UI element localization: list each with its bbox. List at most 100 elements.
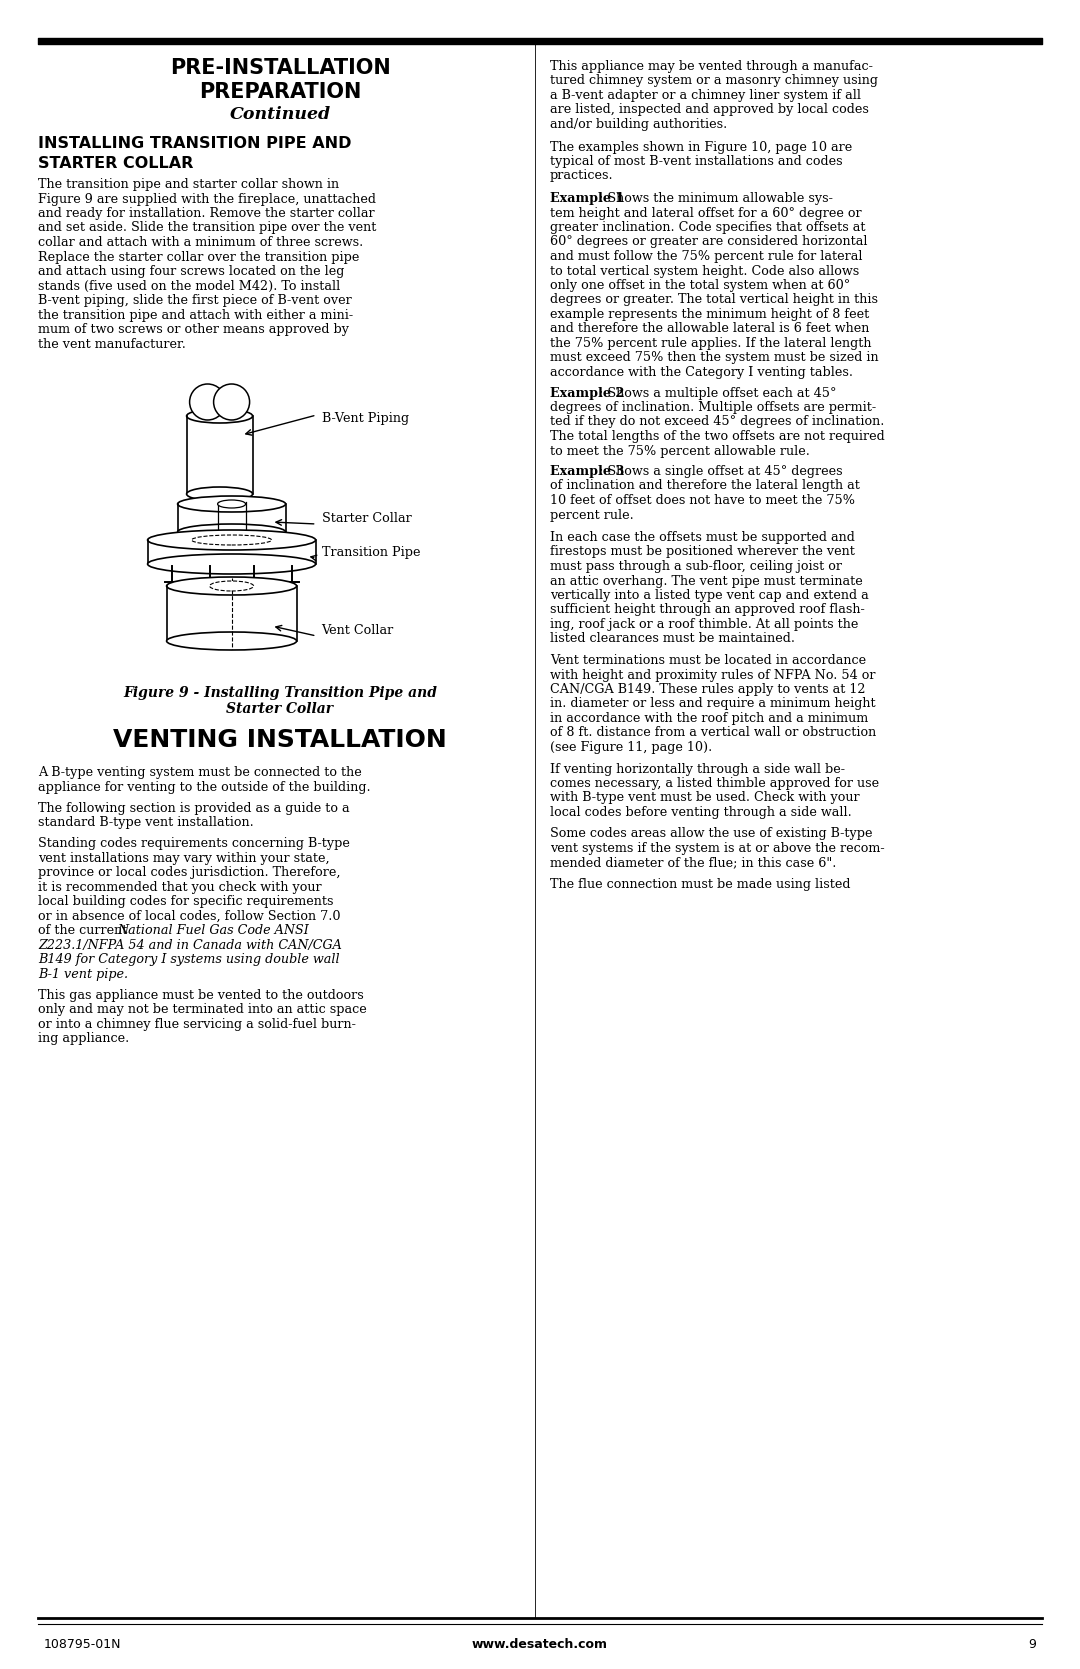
Text: mended diameter of the flue; in this case 6".: mended diameter of the flue; in this cas… bbox=[550, 856, 836, 870]
Ellipse shape bbox=[191, 536, 271, 546]
Ellipse shape bbox=[166, 633, 297, 649]
Text: ing appliance.: ing appliance. bbox=[38, 1031, 130, 1045]
Text: The examples shown in Figure 10, page 10 are: The examples shown in Figure 10, page 10… bbox=[550, 140, 852, 154]
Text: with B-type vent must be used. Check with your: with B-type vent must be used. Check wit… bbox=[550, 791, 860, 804]
Text: Starter Collar: Starter Collar bbox=[227, 703, 334, 716]
Text: it is recommended that you check with your: it is recommended that you check with yo… bbox=[38, 881, 322, 893]
Text: the transition pipe and attach with either a mini-: the transition pipe and attach with eith… bbox=[38, 309, 353, 322]
Text: In each case the offsets must be supported and: In each case the offsets must be support… bbox=[550, 531, 855, 544]
Text: in. diameter or less and require a minimum height: in. diameter or less and require a minim… bbox=[550, 698, 876, 711]
Text: local building codes for specific requirements: local building codes for specific requir… bbox=[38, 895, 334, 908]
Text: with height and proximity rules of NFPA No. 54 or: with height and proximity rules of NFPA … bbox=[550, 669, 876, 681]
Text: in accordance with the roof pitch and a minimum: in accordance with the roof pitch and a … bbox=[550, 713, 868, 724]
Text: sufficient height through an approved roof flash-: sufficient height through an approved ro… bbox=[550, 604, 865, 616]
Text: This gas appliance must be vented to the outdoors: This gas appliance must be vented to the… bbox=[38, 988, 364, 1001]
Text: : Shows a single offset at 45° degrees: : Shows a single offset at 45° degrees bbox=[598, 466, 842, 477]
Text: degrees or greater. The total vertical height in this: degrees or greater. The total vertical h… bbox=[550, 294, 878, 307]
Text: appliance for venting to the outside of the building.: appliance for venting to the outside of … bbox=[38, 781, 370, 793]
Text: This appliance may be vented through a manufac-: This appliance may be vented through a m… bbox=[550, 60, 873, 73]
Text: B149 for Category I systems using double wall: B149 for Category I systems using double… bbox=[38, 953, 339, 966]
Text: and therefore the allowable lateral is 6 feet when: and therefore the allowable lateral is 6… bbox=[550, 322, 869, 335]
Circle shape bbox=[214, 384, 249, 421]
Text: Replace the starter collar over the transition pipe: Replace the starter collar over the tran… bbox=[38, 250, 360, 264]
Ellipse shape bbox=[177, 524, 285, 541]
Text: comes necessary, a listed thimble approved for use: comes necessary, a listed thimble approv… bbox=[550, 778, 879, 789]
Text: vent installations may vary within your state,: vent installations may vary within your … bbox=[38, 851, 329, 865]
Text: only and may not be terminated into an attic space: only and may not be terminated into an a… bbox=[38, 1003, 367, 1016]
Text: must pass through a sub-floor, ceiling joist or: must pass through a sub-floor, ceiling j… bbox=[550, 561, 842, 572]
Text: Example 3: Example 3 bbox=[550, 466, 624, 477]
Text: 60° degrees or greater are considered horizontal: 60° degrees or greater are considered ho… bbox=[550, 235, 867, 249]
Ellipse shape bbox=[148, 554, 315, 574]
Text: Starter Collar: Starter Collar bbox=[322, 512, 411, 526]
Text: percent rule.: percent rule. bbox=[550, 509, 634, 521]
Ellipse shape bbox=[148, 531, 315, 551]
Text: typical of most B-vent installations and codes: typical of most B-vent installations and… bbox=[550, 155, 842, 169]
Text: local codes before venting through a side wall.: local codes before venting through a sid… bbox=[550, 806, 852, 819]
Text: to meet the 75% percent allowable rule.: to meet the 75% percent allowable rule. bbox=[550, 444, 810, 457]
Text: a B-vent adapter or a chimney liner system if all: a B-vent adapter or a chimney liner syst… bbox=[550, 88, 861, 102]
Text: B-vent piping, slide the first piece of B-vent over: B-vent piping, slide the first piece of … bbox=[38, 294, 352, 307]
Text: of inclination and therefore the lateral length at: of inclination and therefore the lateral… bbox=[550, 479, 860, 492]
Text: of the current: of the current bbox=[38, 925, 132, 936]
Text: PREPARATION: PREPARATION bbox=[199, 82, 361, 102]
Text: mum of two screws or other means approved by: mum of two screws or other means approve… bbox=[38, 324, 349, 335]
Text: tured chimney system or a masonry chimney using: tured chimney system or a masonry chimne… bbox=[550, 75, 878, 87]
Text: collar and attach with a minimum of three screws.: collar and attach with a minimum of thre… bbox=[38, 235, 363, 249]
Text: If venting horizontally through a side wall be-: If venting horizontally through a side w… bbox=[550, 763, 845, 776]
Text: The total lengths of the two offsets are not required: The total lengths of the two offsets are… bbox=[550, 431, 885, 442]
Text: CAN/CGA B149. These rules apply to vents at 12: CAN/CGA B149. These rules apply to vents… bbox=[550, 683, 865, 696]
Text: are listed, inspected and approved by local codes: are listed, inspected and approved by lo… bbox=[550, 103, 869, 117]
Text: and/or building authorities.: and/or building authorities. bbox=[550, 118, 727, 130]
Text: an attic overhang. The vent pipe must terminate: an attic overhang. The vent pipe must te… bbox=[550, 574, 863, 587]
Ellipse shape bbox=[217, 501, 245, 507]
Text: only one offset in the total system when at 60°: only one offset in the total system when… bbox=[550, 279, 850, 292]
Text: the 75% percent rule applies. If the lateral length: the 75% percent rule applies. If the lat… bbox=[550, 337, 872, 350]
Ellipse shape bbox=[210, 581, 254, 591]
Text: B-Vent Piping: B-Vent Piping bbox=[322, 412, 408, 426]
Ellipse shape bbox=[166, 577, 297, 596]
Text: ted if they do not exceed 45° degrees of inclination.: ted if they do not exceed 45° degrees of… bbox=[550, 416, 885, 429]
Text: Figure 9 are supplied with the fireplace, unattached: Figure 9 are supplied with the fireplace… bbox=[38, 192, 376, 205]
Text: province or local codes jurisdiction. Therefore,: province or local codes jurisdiction. Th… bbox=[38, 866, 340, 880]
Text: must exceed 75% then the system must be sized in: must exceed 75% then the system must be … bbox=[550, 352, 879, 364]
Text: Vent Collar: Vent Collar bbox=[322, 624, 394, 638]
Text: and attach using four screws located on the leg: and attach using four screws located on … bbox=[38, 265, 345, 279]
Text: Z223.1/NFPA 54 and in Canada with CAN/CGA: Z223.1/NFPA 54 and in Canada with CAN/CG… bbox=[38, 938, 342, 951]
Text: 10 feet of offset does not have to meet the 75%: 10 feet of offset does not have to meet … bbox=[550, 494, 855, 507]
Text: Transition Pipe: Transition Pipe bbox=[322, 546, 420, 559]
Text: : Shows the minimum allowable sys-: : Shows the minimum allowable sys- bbox=[598, 192, 833, 205]
Text: and set aside. Slide the transition pipe over the vent: and set aside. Slide the transition pipe… bbox=[38, 222, 376, 235]
Text: Figure 9 - Installing Transition Pipe and: Figure 9 - Installing Transition Pipe an… bbox=[123, 686, 437, 699]
Text: firestops must be positioned wherever the vent: firestops must be positioned wherever th… bbox=[550, 546, 855, 559]
Text: (see Figure 11, page 10).: (see Figure 11, page 10). bbox=[550, 741, 712, 754]
Text: listed clearances must be maintained.: listed clearances must be maintained. bbox=[550, 633, 795, 646]
Text: INSTALLING TRANSITION PIPE AND: INSTALLING TRANSITION PIPE AND bbox=[38, 135, 351, 150]
Text: 9: 9 bbox=[1028, 1637, 1036, 1651]
Text: Some codes areas allow the use of existing B-type: Some codes areas allow the use of existi… bbox=[550, 828, 873, 841]
Text: 108795-01N: 108795-01N bbox=[44, 1637, 121, 1651]
Ellipse shape bbox=[177, 496, 285, 512]
Text: accordance with the Category I venting tables.: accordance with the Category I venting t… bbox=[550, 366, 853, 379]
Text: standard B-type vent installation.: standard B-type vent installation. bbox=[38, 816, 254, 829]
Text: The flue connection must be made using listed: The flue connection must be made using l… bbox=[550, 878, 851, 891]
Text: and must follow the 75% percent rule for lateral: and must follow the 75% percent rule for… bbox=[550, 250, 863, 264]
Text: A B-type venting system must be connected to the: A B-type venting system must be connecte… bbox=[38, 766, 362, 779]
Text: Vent terminations must be located in accordance: Vent terminations must be located in acc… bbox=[550, 654, 866, 668]
Text: B-1 vent pipe.: B-1 vent pipe. bbox=[38, 968, 129, 981]
Text: tem height and lateral offset for a 60° degree or: tem height and lateral offset for a 60° … bbox=[550, 207, 862, 220]
Text: to total vertical system height. Code also allows: to total vertical system height. Code al… bbox=[550, 264, 860, 277]
Text: The following section is provided as a guide to a: The following section is provided as a g… bbox=[38, 801, 350, 814]
Text: Example 2: Example 2 bbox=[550, 387, 624, 399]
Text: vent systems if the system is at or above the recom-: vent systems if the system is at or abov… bbox=[550, 841, 885, 855]
Text: Example 1: Example 1 bbox=[550, 192, 624, 205]
Text: : Shows a multiple offset each at 45°: : Shows a multiple offset each at 45° bbox=[598, 387, 836, 399]
Ellipse shape bbox=[187, 487, 253, 501]
Text: of 8 ft. distance from a vertical wall or obstruction: of 8 ft. distance from a vertical wall o… bbox=[550, 726, 876, 739]
Text: Continued: Continued bbox=[229, 107, 330, 124]
Text: or in absence of local codes, follow Section 7.0: or in absence of local codes, follow Sec… bbox=[38, 910, 340, 923]
Circle shape bbox=[190, 384, 226, 421]
Text: stands (five used on the model M42). To install: stands (five used on the model M42). To … bbox=[38, 279, 340, 292]
Text: and ready for installation. Remove the starter collar: and ready for installation. Remove the s… bbox=[38, 207, 375, 220]
Text: PRE-INSTALLATION: PRE-INSTALLATION bbox=[170, 58, 390, 78]
